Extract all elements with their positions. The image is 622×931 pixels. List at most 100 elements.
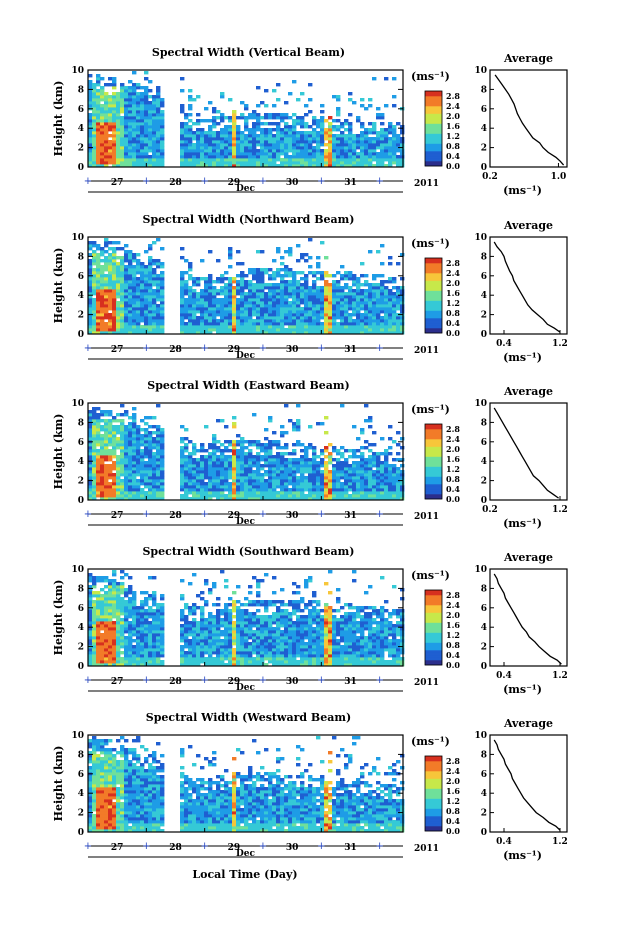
heatmap-cell	[136, 316, 141, 320]
heatmap-cell	[228, 292, 233, 296]
heatmap-cell	[236, 116, 241, 120]
heatmap-cell	[212, 473, 217, 477]
heatmap-cell	[108, 440, 113, 444]
heatmap-cell	[308, 325, 313, 329]
heatmap-cell	[296, 140, 301, 144]
heatmap-cell	[220, 449, 225, 453]
heatmap-cell	[112, 307, 117, 311]
heatmap-cell	[208, 467, 213, 471]
heatmap-cell	[268, 497, 273, 501]
heatmap-cell	[388, 256, 393, 260]
heatmap-cell	[328, 476, 333, 480]
heatmap-cell	[120, 161, 125, 165]
heatmap-cell	[252, 131, 257, 135]
heatmap-cell	[312, 307, 317, 311]
heatmap-cell	[292, 152, 297, 156]
heatmap-cell	[280, 467, 285, 471]
heatmap-cell	[392, 295, 397, 299]
heatmap-cell	[180, 295, 185, 299]
heatmap-cell	[312, 131, 317, 135]
heatmap-cell	[148, 316, 153, 320]
heatmap-cell	[208, 325, 213, 329]
heatmap-cell	[140, 113, 145, 117]
heatmap-cell	[212, 289, 217, 293]
heatmap-cell	[372, 158, 377, 162]
heatmap-cell	[220, 455, 225, 459]
heatmap-cell	[180, 304, 185, 308]
heatmap-cell	[160, 467, 165, 471]
heatmap-cell	[140, 280, 145, 284]
heatmap-cell	[148, 143, 153, 147]
heatmap-cell	[124, 301, 129, 305]
heatmap-cell	[208, 458, 213, 462]
heatmap-cell	[156, 280, 161, 284]
heatmap-cell	[220, 485, 225, 489]
heatmap-cell	[148, 95, 153, 99]
heatmap-cell	[196, 155, 201, 159]
heatmap-cell	[228, 482, 233, 486]
heatmap-cell	[316, 164, 321, 168]
heatmap-cell	[128, 98, 133, 102]
heatmap-cell	[156, 443, 161, 447]
heatmap-cell	[116, 149, 121, 153]
heatmap-cell	[276, 322, 281, 326]
heatmap-cell	[156, 125, 161, 129]
heatmap-cell	[204, 470, 209, 474]
heatmap-cell	[108, 413, 113, 417]
heatmap-cell	[264, 161, 269, 165]
heatmap-cell	[136, 479, 141, 483]
heatmap-cell	[100, 301, 105, 305]
heatmap-cell	[92, 328, 97, 332]
heatmap-cell	[260, 491, 265, 495]
heatmap-cell	[144, 443, 149, 447]
heatmap-cell	[128, 152, 133, 156]
heatmap-cell	[232, 140, 237, 144]
heatmap-cell	[208, 443, 213, 447]
heatmap-cell	[180, 461, 185, 465]
heatmap-cell	[376, 152, 381, 156]
heatmap-cell	[116, 137, 121, 141]
heatmap-cell	[136, 286, 141, 290]
heatmap-cell	[300, 155, 305, 159]
heatmap-cell	[356, 286, 361, 290]
time-axis-marker: +	[84, 509, 92, 520]
heatmap-cell	[360, 140, 365, 144]
heatmap-cell	[256, 482, 261, 486]
heatmap-cell	[324, 473, 329, 477]
heatmap-cell	[224, 458, 229, 462]
heatmap-cell	[252, 443, 257, 447]
heatmap-cell	[140, 265, 145, 269]
heatmap-cell	[296, 319, 301, 323]
heatmap-cell	[200, 292, 205, 296]
heatmap-cell	[104, 600, 109, 604]
heatmap-cell	[180, 283, 185, 287]
heatmap-cell	[284, 479, 289, 483]
heatmap-cell	[292, 464, 297, 468]
heatmap-cell	[160, 301, 165, 305]
heatmap-cell	[300, 143, 305, 147]
heatmap-cell	[120, 104, 125, 108]
heatmap-cell	[276, 455, 281, 459]
heatmap-cell	[312, 455, 317, 459]
heatmap-cell	[88, 265, 93, 269]
heatmap-cell	[156, 238, 161, 242]
heatmap-cell	[268, 307, 273, 311]
heatmap-cell	[232, 277, 237, 281]
heatmap-cell	[128, 104, 133, 108]
heatmap-cell	[116, 95, 121, 99]
heatmap-cell	[192, 322, 197, 326]
heatmap-cell	[100, 277, 105, 281]
heatmap-cell	[280, 292, 285, 296]
heatmap-cell	[116, 630, 121, 634]
heatmap-cell	[128, 253, 133, 257]
heatmap-cell	[100, 660, 105, 664]
heatmap-cell	[88, 152, 93, 156]
heatmap-cell	[128, 116, 133, 120]
heatmap-cell	[220, 461, 225, 465]
heatmap-cell	[312, 292, 317, 296]
heatmap-cell	[116, 458, 121, 462]
heatmap-cell	[348, 164, 353, 168]
heatmap-cell	[244, 464, 249, 468]
heatmap-cell	[132, 134, 137, 138]
heatmap-cell	[360, 134, 365, 138]
